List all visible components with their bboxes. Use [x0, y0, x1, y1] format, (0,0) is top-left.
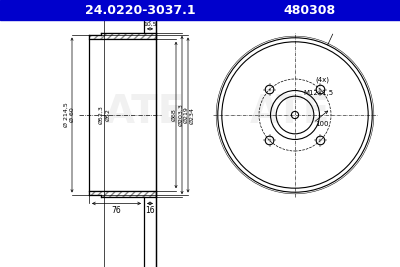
Text: Ø68: Ø68	[172, 109, 177, 121]
Text: 10,5: 10,5	[143, 21, 157, 26]
Bar	[0, 0, 400, 20]
Text: 24.0220-3037.1: 24.0220-3037.1	[85, 3, 195, 17]
Text: Ø 214,5: Ø 214,5	[64, 103, 69, 127]
Text: 480308: 480308	[284, 3, 336, 17]
Text: Ø52: Ø52	[106, 109, 111, 121]
Text: 100: 100	[315, 121, 328, 127]
Text: Ø 60: Ø 60	[70, 108, 75, 122]
Text: 76: 76	[112, 206, 121, 215]
Text: M12x1,5: M12x1,5	[303, 90, 333, 96]
Text: ATE: ATE	[250, 93, 330, 131]
Text: 48: 48	[145, 7, 155, 16]
Text: Ø203,3: Ø203,3	[178, 104, 183, 127]
Text: 16: 16	[145, 206, 155, 215]
Text: Ø234: Ø234	[190, 107, 195, 124]
Text: (4x): (4x)	[315, 77, 329, 83]
Text: ATE: ATE	[105, 93, 185, 131]
Text: Ø219: Ø219	[184, 107, 189, 123]
Text: Ø52,3: Ø52,3	[98, 105, 103, 124]
